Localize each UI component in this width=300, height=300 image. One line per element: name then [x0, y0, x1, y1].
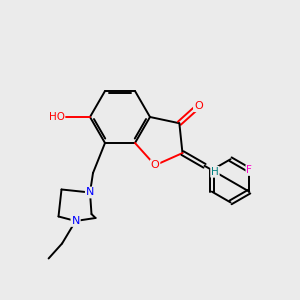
Text: N: N [71, 216, 80, 226]
Text: N: N [86, 188, 94, 197]
Text: H: H [211, 167, 219, 177]
Text: F: F [246, 165, 252, 175]
Text: O: O [194, 101, 203, 111]
Text: HO: HO [49, 112, 64, 122]
Text: O: O [151, 160, 159, 170]
